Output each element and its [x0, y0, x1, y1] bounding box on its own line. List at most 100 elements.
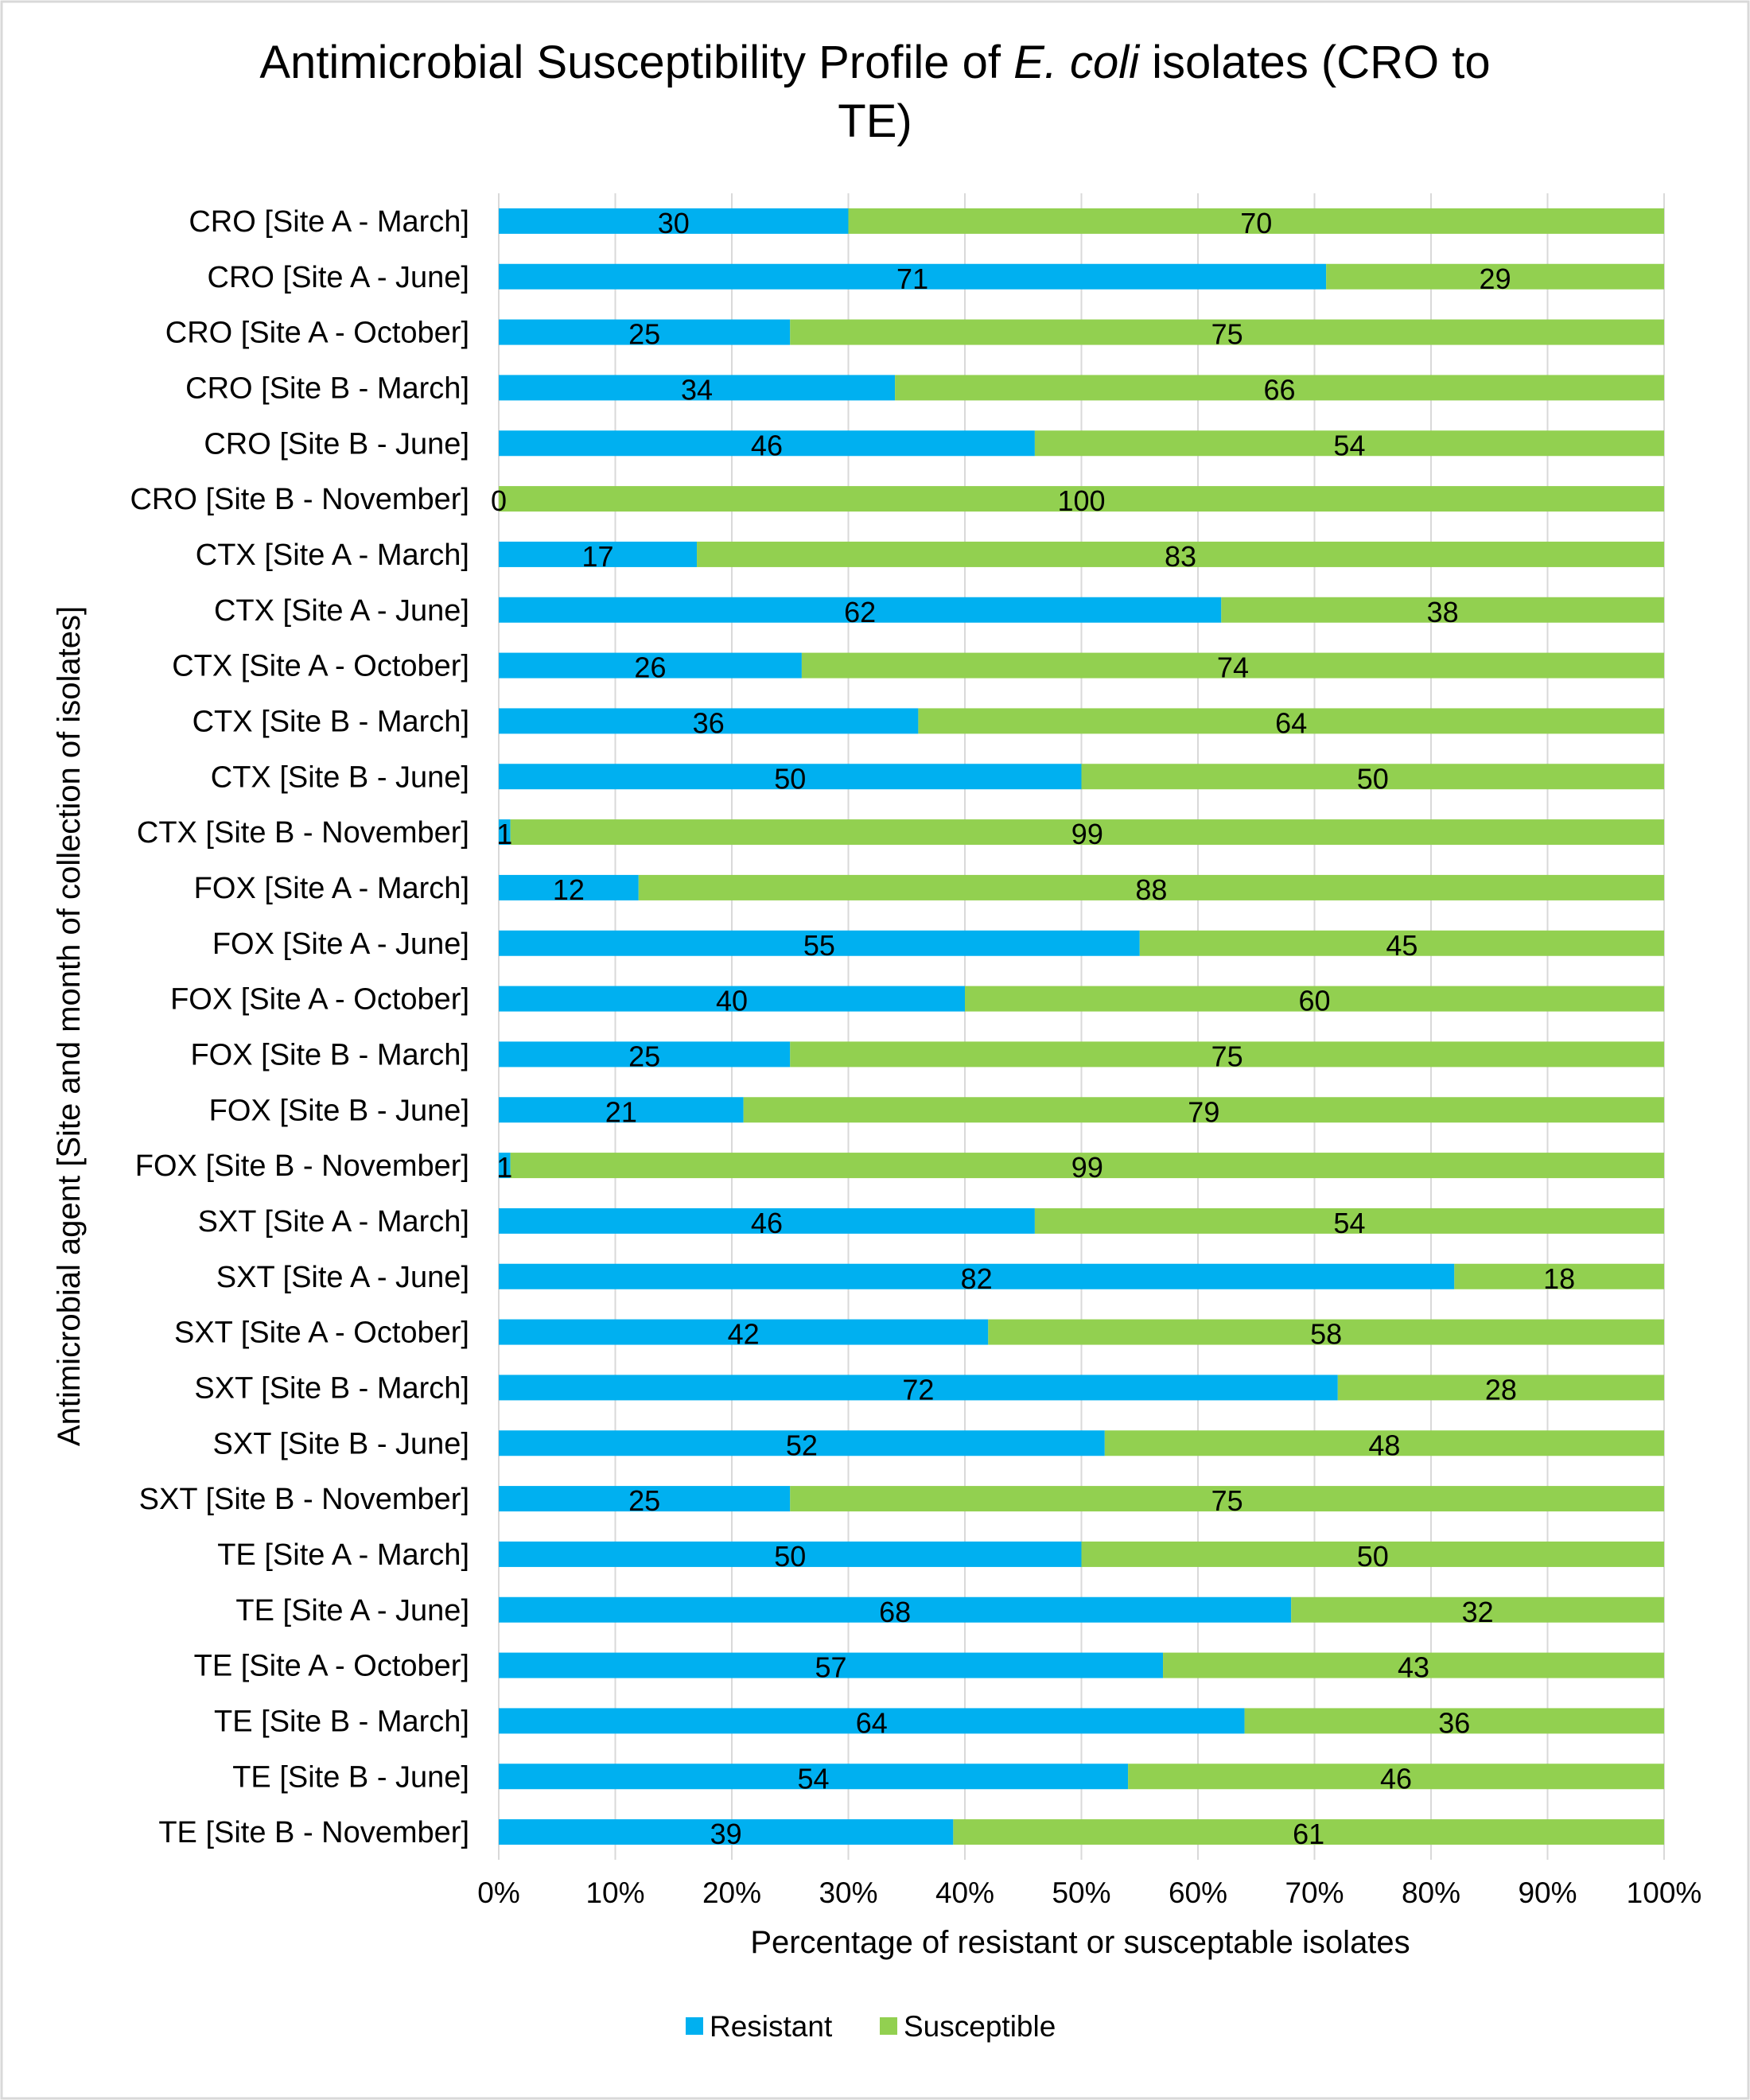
x-tick-label: 50%	[1052, 1876, 1110, 1909]
bar-segment-resistant	[499, 1430, 1105, 1456]
data-label-resistant: 25	[628, 1040, 660, 1072]
category-label: SXT [Site B - June]	[213, 1427, 469, 1460]
category-label: CRO [Site A - June]	[208, 261, 469, 294]
data-label-resistant: 1	[496, 818, 512, 850]
data-label-resistant: 12	[553, 873, 585, 906]
bar-segment-susceptible	[1128, 1764, 1664, 1790]
data-label-susceptible: 54	[1333, 1207, 1365, 1239]
data-label-resistant: 25	[628, 318, 660, 351]
bar-segment-susceptible	[510, 819, 1664, 846]
bar-segment-susceptible	[1337, 1375, 1664, 1401]
bar-segment-resistant	[499, 1708, 1245, 1734]
bar-segment-resistant	[499, 1319, 989, 1345]
chart-title-line-1: Antimicrobial Susceptibility Profile of …	[259, 37, 1490, 88]
data-label-susceptible: 54	[1333, 429, 1365, 461]
bar-segment-susceptible	[988, 1319, 1664, 1345]
category-label: CRO [Site B - November]	[130, 483, 469, 516]
data-label-resistant: 46	[751, 1207, 783, 1239]
x-tick-label: 90%	[1518, 1876, 1577, 1909]
category-label: FOX [Site B - March]	[190, 1038, 469, 1071]
data-label-susceptible: 28	[1485, 1373, 1517, 1406]
category-label: FOX [Site B - June]	[209, 1094, 469, 1127]
category-label: TE [Site B - November]	[158, 1816, 469, 1849]
data-label-susceptible: 48	[1368, 1429, 1400, 1461]
data-label-resistant: 1	[496, 1151, 512, 1184]
bar-segment-susceptible	[790, 1486, 1664, 1512]
data-label-resistant: 25	[628, 1484, 660, 1517]
bar-segment-resistant	[499, 1486, 791, 1512]
x-tick-label: 70%	[1285, 1876, 1344, 1909]
data-label-resistant: 62	[844, 596, 876, 628]
data-label-susceptible: 46	[1380, 1762, 1412, 1795]
bar-segment-resistant	[499, 1375, 1338, 1401]
bar-segment-resistant	[499, 319, 791, 345]
data-label-susceptible: 45	[1386, 929, 1418, 962]
legend-swatch-resistant	[686, 2017, 703, 2035]
bar-segment-resistant	[499, 597, 1222, 623]
data-label-susceptible: 75	[1211, 1040, 1243, 1072]
category-label: CTX [Site A - June]	[214, 594, 469, 628]
category-label: CTX [Site B - June]	[211, 760, 469, 794]
data-label-susceptible: 70	[1240, 207, 1272, 239]
bar-segment-susceptible	[1163, 1652, 1664, 1678]
data-label-resistant: 71	[896, 262, 928, 295]
bar-segment-susceptible	[953, 1819, 1664, 1845]
data-label-resistant: 50	[774, 762, 806, 795]
data-label-susceptible: 60	[1298, 985, 1330, 1017]
bar-segment-susceptible	[1291, 1596, 1664, 1623]
data-label-susceptible: 29	[1480, 262, 1511, 295]
data-label-susceptible: 18	[1543, 1262, 1575, 1295]
x-tick-label: 10%	[585, 1876, 644, 1909]
bar-segment-susceptible	[1034, 1208, 1664, 1234]
data-labels: 30 70 71 29 25 75 34 66 46 54 0 100 17 83 62 38 26 74 36 64…	[491, 207, 1575, 1850]
bar-segment-susceptible	[1326, 263, 1664, 290]
bar-segment-susceptible	[1081, 764, 1664, 790]
bar-segment-susceptible	[965, 986, 1664, 1012]
category-axis-labels: CRO [Site A - March] CRO [Site A - June] C…	[130, 205, 469, 1849]
category-label: SXT [Site A - March]	[198, 1205, 469, 1239]
data-label-resistant: 42	[728, 1318, 760, 1351]
bar-segment-susceptible	[801, 652, 1664, 679]
data-label-susceptible: 75	[1211, 318, 1243, 351]
data-label-susceptible: 79	[1188, 1095, 1219, 1128]
data-label-susceptible: 36	[1438, 1706, 1470, 1739]
x-tick-label: 80%	[1402, 1876, 1460, 1909]
data-label-resistant: 46	[751, 429, 783, 461]
gridlines	[498, 193, 1665, 1860]
bar-segment-susceptible	[510, 1153, 1664, 1179]
data-label-resistant: 50	[774, 1540, 806, 1573]
category-label: TE [Site B - June]	[232, 1760, 469, 1794]
bar-segment-resistant	[499, 375, 896, 401]
category-label: SXT [Site A - June]	[216, 1261, 469, 1294]
bar-segment-susceptible	[790, 319, 1664, 345]
bars	[499, 208, 1664, 1845]
data-label-susceptible: 50	[1357, 1540, 1389, 1573]
bar-segment-susceptible	[638, 874, 1664, 900]
bar-segment-resistant	[499, 874, 639, 900]
bar-segment-resistant	[499, 263, 1327, 290]
bar-segment-susceptible	[1244, 1708, 1664, 1734]
data-label-resistant: 26	[634, 651, 666, 684]
bar-segment-susceptible	[1454, 1263, 1664, 1289]
data-label-resistant: 30	[658, 207, 690, 239]
y-axis-title: Antimicrobial agent [Site and month of c…	[52, 606, 87, 1446]
data-label-resistant: 21	[605, 1095, 637, 1128]
data-label-susceptible: 64	[1275, 706, 1307, 739]
bar-segment-resistant	[499, 819, 511, 846]
category-label: CRO [Site A - March]	[189, 205, 469, 239]
data-label-susceptible: 50	[1357, 762, 1389, 795]
bar-segment-resistant	[499, 652, 802, 679]
bar-segment-susceptible	[848, 208, 1664, 234]
data-label-susceptible: 38	[1427, 596, 1459, 628]
category-label: SXT [Site B - March]	[194, 1371, 469, 1405]
bar-segment-susceptible	[918, 708, 1664, 734]
data-label-resistant: 72	[902, 1373, 934, 1406]
category-label: FOX [Site A - March]	[194, 872, 469, 905]
legend-label-resistant: Resistant	[710, 2010, 833, 2043]
data-label-resistant: 55	[803, 929, 835, 962]
bar-segment-resistant	[499, 208, 849, 234]
bar-segment-susceptible	[1221, 597, 1664, 623]
category-label: CTX [Site B - November]	[137, 816, 469, 850]
bar-segment-resistant	[499, 1596, 1292, 1623]
